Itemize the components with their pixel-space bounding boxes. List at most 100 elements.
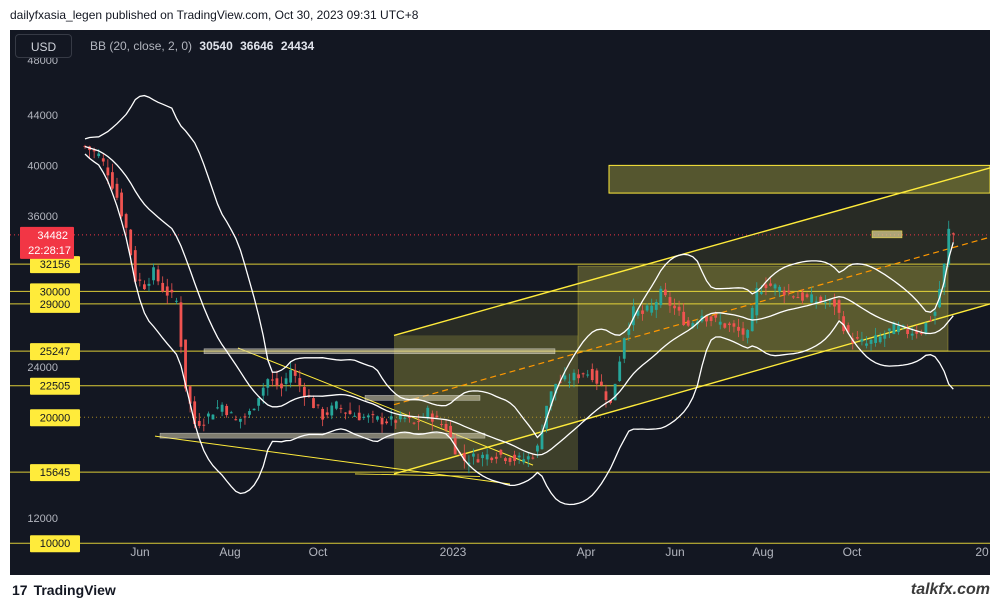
x-tick-label: 2023 — [440, 545, 467, 559]
candle-body — [563, 375, 567, 380]
candle-body — [568, 381, 571, 383]
candle-body — [654, 302, 658, 310]
candle-body — [380, 417, 384, 425]
chart-area[interactable]: 44000 40000 36000 24000 12000 48000 32156 30000… — [10, 30, 990, 575]
candle-body — [184, 339, 187, 389]
candle-body — [842, 316, 846, 332]
candle-body — [746, 329, 750, 338]
candle-body — [220, 404, 224, 412]
candle-body — [641, 310, 644, 314]
candle-body — [83, 145, 87, 147]
level-label-box — [30, 464, 80, 482]
candle-body — [929, 320, 932, 322]
candle-body — [499, 449, 503, 455]
bb-upper-band — [84, 94, 954, 439]
candle-body — [609, 400, 612, 403]
candle-body — [796, 297, 800, 299]
candle-body — [302, 386, 306, 398]
candle-body — [426, 407, 430, 418]
candle-body — [97, 153, 101, 157]
tradingview-logo[interactable]: 17 TradingView — [12, 582, 116, 598]
candle-body — [462, 452, 466, 461]
candle-body — [732, 323, 736, 327]
candle-body — [801, 292, 804, 301]
candle-body — [686, 320, 690, 326]
y-tick-label: 44000 — [27, 110, 58, 122]
candle-body — [508, 457, 512, 462]
candle-body — [412, 422, 416, 424]
candle-body — [366, 415, 370, 418]
candle-body — [111, 172, 114, 189]
level-label: 15645 — [40, 467, 71, 479]
candle-body — [362, 416, 366, 418]
candle-body — [485, 454, 489, 460]
bollinger-legend[interactable]: BB (20, close, 2, 0) 30540 36646 24434 — [90, 39, 314, 53]
candle-body — [814, 301, 818, 304]
channel-upper-line — [393, 167, 990, 337]
candle-body — [536, 445, 539, 452]
candle-body — [257, 398, 261, 406]
candle-body — [613, 383, 617, 401]
candle-body — [170, 289, 174, 293]
candle-body — [334, 401, 338, 409]
candle-body — [275, 378, 279, 386]
candle-body — [933, 311, 937, 316]
candle-body — [759, 292, 763, 294]
support-box — [364, 395, 481, 401]
candle-body — [663, 289, 667, 296]
candle-body — [764, 284, 768, 289]
bb-upper-value: 36646 — [240, 39, 274, 53]
candle-body — [280, 383, 283, 389]
watermark: talkfx.com — [910, 581, 990, 598]
candle-body — [668, 297, 672, 306]
candlestick-chart[interactable]: 44000 40000 36000 24000 12000 48000 32156 30000… — [10, 30, 990, 575]
candle-body — [737, 326, 740, 331]
candle-body — [942, 263, 946, 288]
candle-body — [472, 453, 475, 457]
candle-body — [883, 334, 887, 339]
candle-body — [833, 299, 836, 307]
candle-body — [951, 233, 955, 235]
x-tick-label: Aug — [219, 545, 240, 559]
candle-body — [549, 391, 553, 407]
candle-body — [691, 323, 695, 328]
candle-body — [312, 398, 315, 409]
candle-body — [133, 250, 137, 282]
candle-body — [887, 328, 891, 331]
currency-button[interactable]: USD — [15, 34, 72, 58]
candle-body — [924, 322, 928, 334]
candle-body — [165, 286, 169, 296]
candle-body — [156, 269, 160, 282]
x-tick-label: 20 — [975, 545, 989, 559]
candle-body — [741, 328, 745, 335]
candle-body — [408, 416, 411, 418]
wedge-base-line — [354, 473, 481, 477]
candle-body — [106, 167, 110, 176]
candle-body — [481, 454, 484, 459]
candle-body — [572, 372, 576, 381]
candle-body — [289, 370, 293, 383]
axis-layer: 44000 40000 36000 24000 12000 48000 32156 30000… — [20, 55, 989, 559]
candle-body — [823, 302, 827, 304]
candle-body — [906, 329, 909, 334]
candle-body — [398, 414, 402, 420]
candle-body — [846, 325, 850, 333]
x-tick-label: Oct — [843, 545, 862, 559]
candle-body — [440, 424, 443, 426]
y-tick-label: 24000 — [27, 362, 58, 374]
candle-body — [709, 316, 713, 321]
tradingview-logo-icon: 17 — [12, 582, 28, 598]
candle-body — [540, 431, 544, 450]
candle-body — [357, 412, 361, 421]
candle-body — [211, 414, 215, 420]
channel-midline — [393, 236, 990, 406]
bb-basis-value: 30540 — [199, 39, 233, 53]
lines-layer — [10, 167, 990, 544]
candle-body — [810, 294, 814, 303]
candle-body — [526, 456, 530, 460]
level-label: 29000 — [40, 299, 71, 311]
candle-body — [188, 386, 192, 404]
x-tick-label: Apr — [577, 545, 596, 559]
candle-body — [828, 299, 832, 301]
candle-body — [878, 336, 882, 343]
